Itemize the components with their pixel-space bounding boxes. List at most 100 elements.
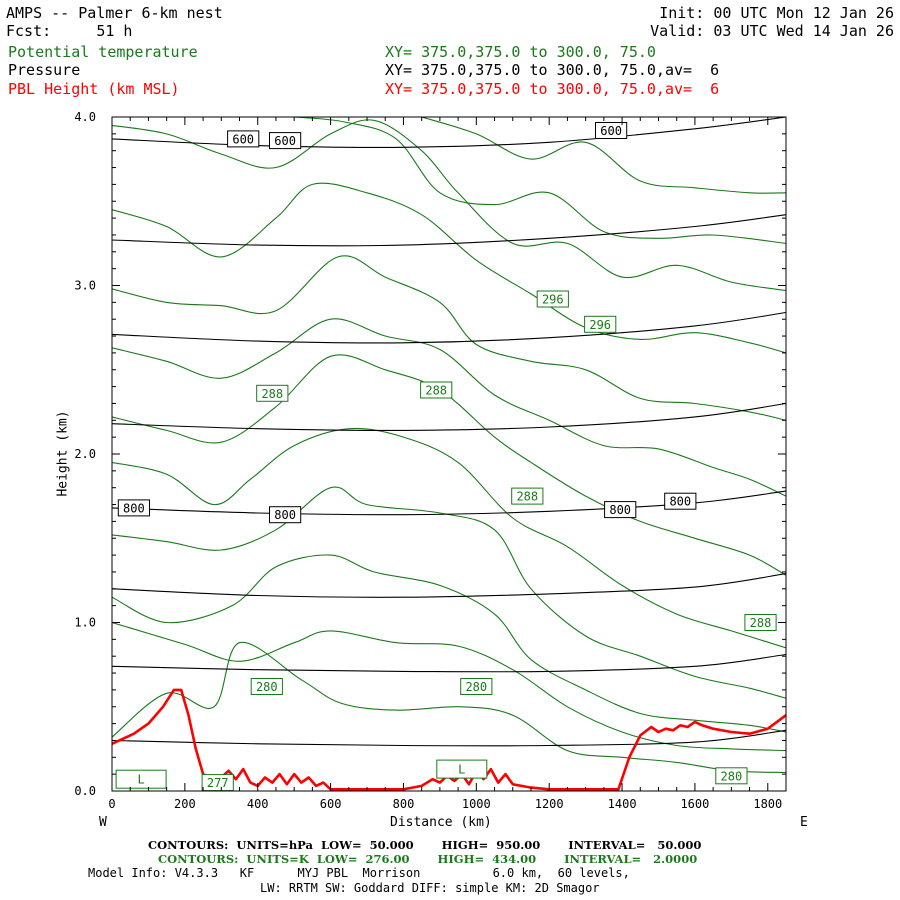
field-name-pressure: Pressure — [8, 61, 81, 79]
pressure-label-4-text: 800 — [274, 508, 296, 522]
theta-label-7-box — [744, 614, 777, 631]
pressure-label-2-text: 600 — [600, 124, 622, 138]
pressure-contour-650 — [112, 214, 786, 247]
plot-frame — [111, 116, 787, 792]
theta-label-7: 288 — [744, 614, 777, 631]
pressure-label-1: 600 — [269, 132, 302, 150]
theta-label-4-box — [256, 384, 289, 402]
pressure-label-5: 800 — [604, 501, 637, 519]
field-name-theta: Potential temperature — [8, 43, 198, 61]
pressure-label-3: 800 — [117, 499, 151, 517]
pressure-contour-700 — [112, 311, 786, 344]
low-label-text-1: L — [458, 763, 465, 777]
theta-contour-8 — [112, 182, 786, 354]
theta-label-0-text: 280 — [256, 680, 278, 694]
y-tick-label-1: 1.0 — [74, 616, 96, 630]
forecast-hours: 51 h — [96, 22, 133, 40]
low-label-1: L — [436, 759, 488, 779]
x-tick-label-600: 600 — [320, 797, 342, 811]
theta-label-3: 277 — [201, 774, 234, 792]
theta-contour-2 — [112, 554, 786, 733]
pressure-label-6-text: 800 — [669, 495, 691, 509]
west-label: W — [99, 815, 107, 830]
theta-label-6-text: 288 — [516, 490, 538, 504]
x-tick-label-800: 800 — [393, 797, 415, 811]
pressure-contour-950 — [112, 729, 786, 747]
theta-label-1-text: 280 — [465, 680, 487, 694]
forecast-label-text: Fcst: — [6, 22, 52, 40]
theta-contour-4 — [112, 427, 786, 649]
pressure-label-3-text: 800 — [123, 501, 145, 515]
x-tick-label-1600: 1600 — [680, 797, 709, 811]
theta-label-8-text: 296 — [542, 293, 564, 307]
pressure-label-2: 600 — [595, 122, 628, 139]
theta-label-9-box — [584, 315, 617, 333]
y-tick-label-0: 0.0 — [74, 784, 96, 798]
init-time: Init: 00 UTC Mon 12 Jan 26 — [659, 4, 894, 22]
theta-contour-11 — [421, 117, 786, 194]
theta-label-9-text: 296 — [589, 318, 611, 332]
chart-title: AMPS -- Palmer 6-km nest — [6, 4, 223, 22]
pressure-label-5-text: 800 — [609, 503, 631, 517]
east-label: E — [800, 815, 808, 830]
theta-contour-7 — [112, 255, 786, 421]
pressure-label-2-box — [595, 122, 628, 139]
pressure-contour-850 — [112, 573, 786, 598]
theta-label-3-text: 277 — [207, 776, 229, 790]
theta-label-1: 280 — [460, 678, 493, 695]
pressure-contour-900 — [112, 653, 786, 673]
pressure-label-4-box — [269, 506, 302, 524]
pressure-label-1-text: 600 — [274, 134, 296, 148]
theta-label-7-text: 288 — [750, 616, 772, 630]
theta-contour-6 — [112, 318, 786, 497]
valid-time: Valid: 03 UTC Wed 14 Jan 26 — [650, 22, 894, 40]
theta-label-2-text: 280 — [721, 769, 743, 783]
theta-label-4: 288 — [256, 384, 289, 402]
pressure-contour-750 — [112, 402, 786, 432]
theta-label-6-box — [511, 487, 544, 505]
footer-physics-info: LW: RRTM SW: Goddard DIFF: simple KM: 2D… — [260, 881, 600, 895]
theta-contours — [112, 117, 786, 774]
footer-pressure-contours: CONTOURS: UNITS=hPa LOW= 50.000 HIGH= 95… — [148, 838, 702, 852]
x-tick-label-1000: 1000 — [462, 797, 491, 811]
pressure-label-1-box — [269, 132, 302, 150]
theta-label-5: 288 — [420, 381, 453, 399]
low-label-0: L — [115, 769, 167, 789]
field-xy-pbl: XY= 375.0,375.0 to 300.0, 75.0,av= 6 — [385, 80, 720, 98]
pressure-label-0-box — [227, 130, 260, 148]
x-tick-label-1800: 1800 — [753, 797, 782, 811]
footer-theta-contours: CONTOURS: UNITS=K LOW= 276.00 HIGH= 434.… — [158, 852, 698, 866]
theta-label-5-text: 288 — [425, 384, 447, 398]
theta-label-2: 280 — [715, 767, 748, 785]
theta-contour-9 — [112, 119, 786, 292]
x-axis-title: Distance (km) — [390, 815, 492, 830]
theta-contour-10 — [294, 117, 786, 244]
theta-label-6: 288 — [511, 487, 544, 505]
theta-label-2-box — [715, 767, 748, 785]
theta-label-1-box — [460, 678, 493, 695]
field-xy-theta: XY= 375.0,375.0 to 300.0, 75.0 — [385, 43, 656, 61]
low-label-text-0: L — [137, 773, 144, 787]
y-axis-title: Height (km) — [55, 410, 71, 497]
axes: 0 200 400 600 800 1000 1200 1400 1600 1800 0.0 1.0 2… — [74, 110, 787, 811]
low-label-box-0 — [115, 769, 167, 789]
theta-contour-5 — [112, 354, 786, 576]
footer-model-info: Model Info: V4.3.3 KF MYJ PBL Morrison 6… — [88, 866, 630, 880]
pressure-contour-600 — [112, 117, 786, 149]
pressure-label-6: 800 — [664, 492, 697, 510]
pressure-contours — [112, 117, 786, 747]
pressure-label-0: 600 — [227, 130, 260, 148]
contour-labels: 600 600 600 800 800 800 800 280 280 280 277 288 288 2… — [115, 122, 777, 792]
theta-contour-0 — [112, 641, 786, 774]
theta-contour-3 — [112, 486, 786, 699]
theta-label-8-box — [536, 290, 569, 308]
x-tick-label-400: 400 — [247, 797, 269, 811]
theta-label-0: 280 — [250, 678, 283, 695]
field-name-pbl: PBL Height (km MSL) — [8, 80, 180, 98]
low-label-box-1 — [436, 759, 488, 779]
x-tick-label-1200: 1200 — [535, 797, 564, 811]
pressure-label-3-box — [117, 499, 151, 517]
pressure-label-5-box — [604, 501, 637, 519]
theta-label-8: 296 — [536, 290, 569, 308]
